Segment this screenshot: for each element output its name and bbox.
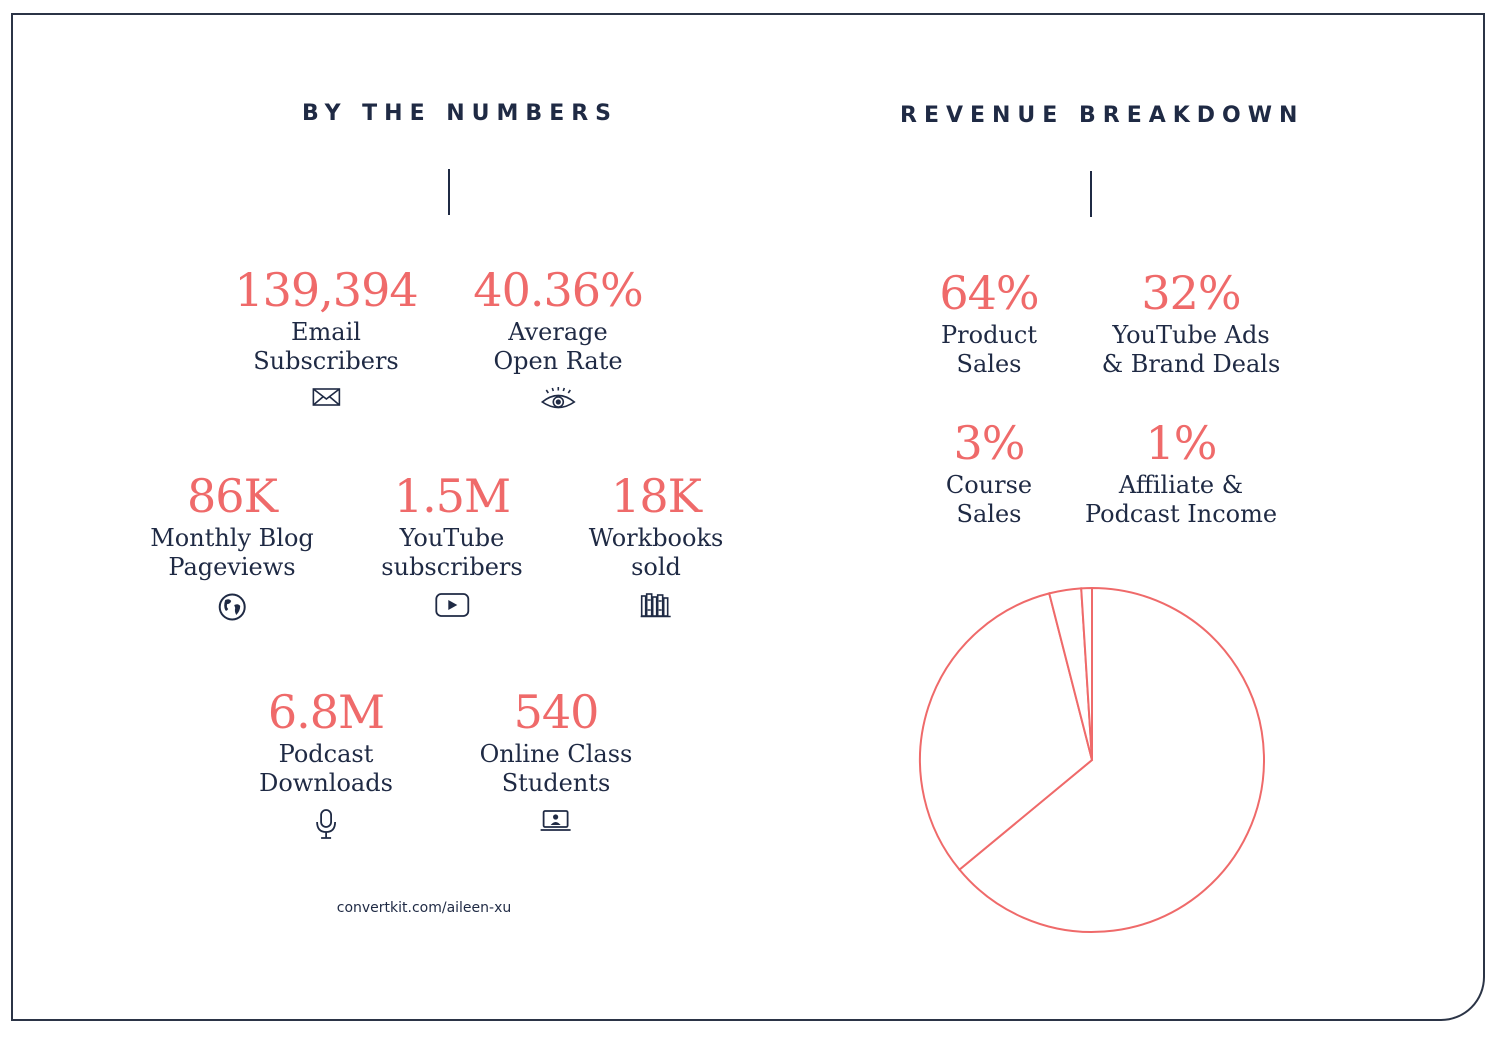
stat-value: 139,394	[234, 263, 418, 317]
stat-label-line2: subscribers	[381, 553, 523, 581]
pie-slice-youtube-ads-brand-deals	[919, 592, 1094, 872]
stat-value: 18K	[611, 469, 702, 523]
stat-label-line1: Workbooks	[588, 524, 724, 552]
stat-youtube-subscribers: 1.5M YouTube subscribers	[381, 468, 523, 618]
stat-value: 86K	[187, 469, 278, 523]
revenue-label-line1: Course	[945, 471, 1033, 499]
stat-label-line2: Downloads	[259, 769, 393, 797]
stat-value: 1.5M	[393, 469, 511, 523]
by-the-numbers-heading: BY THE NUMBERS	[302, 101, 619, 126]
revenue-label-line1: Product	[941, 321, 1037, 349]
revenue-label-line2: Sales	[956, 350, 1022, 378]
stat-value: 540	[513, 685, 600, 739]
divider-line-right	[1090, 171, 1092, 217]
globe-icon	[218, 593, 246, 621]
stat-online-class-students: 540 Online Class Students	[479, 684, 633, 834]
revenue-item-course-sales: 3% Course Sales	[946, 415, 1032, 529]
books-icon	[641, 593, 671, 618]
stat-label-line1: Podcast	[278, 740, 374, 768]
revenue-label-line2: Sales	[956, 500, 1022, 528]
revenue-label-line1: Affiliate &	[1118, 471, 1244, 499]
stat-label-line1: YouTube	[399, 524, 505, 552]
stat-monthly-blog-pageviews: 86K Monthly Blog Pageviews	[150, 468, 314, 622]
revenue-item-youtube-ads: 32% YouTube Ads & Brand Deals	[1102, 265, 1281, 379]
revenue-item-product-sales: 64% Product Sales	[939, 265, 1039, 379]
stat-value: 6.8M	[267, 685, 385, 739]
laptop-user-icon	[540, 810, 571, 831]
eye-icon	[540, 387, 576, 409]
stat-label-line2: sold	[631, 553, 681, 581]
stat-label-line2: Subscribers	[253, 347, 399, 375]
revenue-label-line1: YouTube Ads	[1112, 321, 1270, 349]
revenue-value: 3%	[953, 416, 1026, 470]
stat-average-open-rate: 40.36% Average Open Rate	[473, 262, 644, 412]
pie-slice-affiliate-podcast-income	[1080, 586, 1093, 761]
stat-label-line2: Pageviews	[168, 553, 296, 581]
stat-label-line1: Email	[291, 318, 361, 346]
revenue-breakdown-heading: REVENUE BREAKDOWN	[900, 103, 1305, 128]
revenue-pie-chart	[919, 586, 1265, 933]
convertkit-link[interactable]: convertkit.com/aileen-xu	[336, 900, 512, 916]
microphone-icon	[316, 809, 336, 839]
stat-podcast-downloads: 6.8M Podcast Downloads	[259, 684, 393, 840]
revenue-label-line2: & Brand Deals	[1101, 350, 1281, 378]
revenue-value: 32%	[1141, 266, 1241, 320]
play-button-icon	[435, 593, 469, 617]
revenue-item-affiliate-podcast: 1% Affiliate & Podcast Income	[1085, 415, 1277, 529]
card-frame	[11, 13, 1485, 1021]
stat-label-line2: Students	[501, 769, 611, 797]
pie-slice-product-sales	[958, 586, 1265, 933]
stat-email-subscribers: 139,394 Email Subscribers	[234, 262, 419, 408]
envelope-icon	[312, 388, 340, 406]
stat-workbooks-sold: 18K Workbooks sold	[588, 468, 724, 618]
stat-label-line1: Monthly Blog	[150, 524, 314, 552]
revenue-value: 1%	[1145, 416, 1218, 470]
stat-label-line2: Open Rate	[493, 347, 623, 375]
stat-value: 40.36%	[473, 263, 643, 317]
stat-label-line1: Online Class	[479, 740, 633, 768]
revenue-label-line2: Podcast Income	[1084, 500, 1278, 528]
stat-label-line1: Average	[508, 318, 608, 346]
divider-line-left	[448, 169, 450, 215]
revenue-value: 64%	[939, 266, 1039, 320]
